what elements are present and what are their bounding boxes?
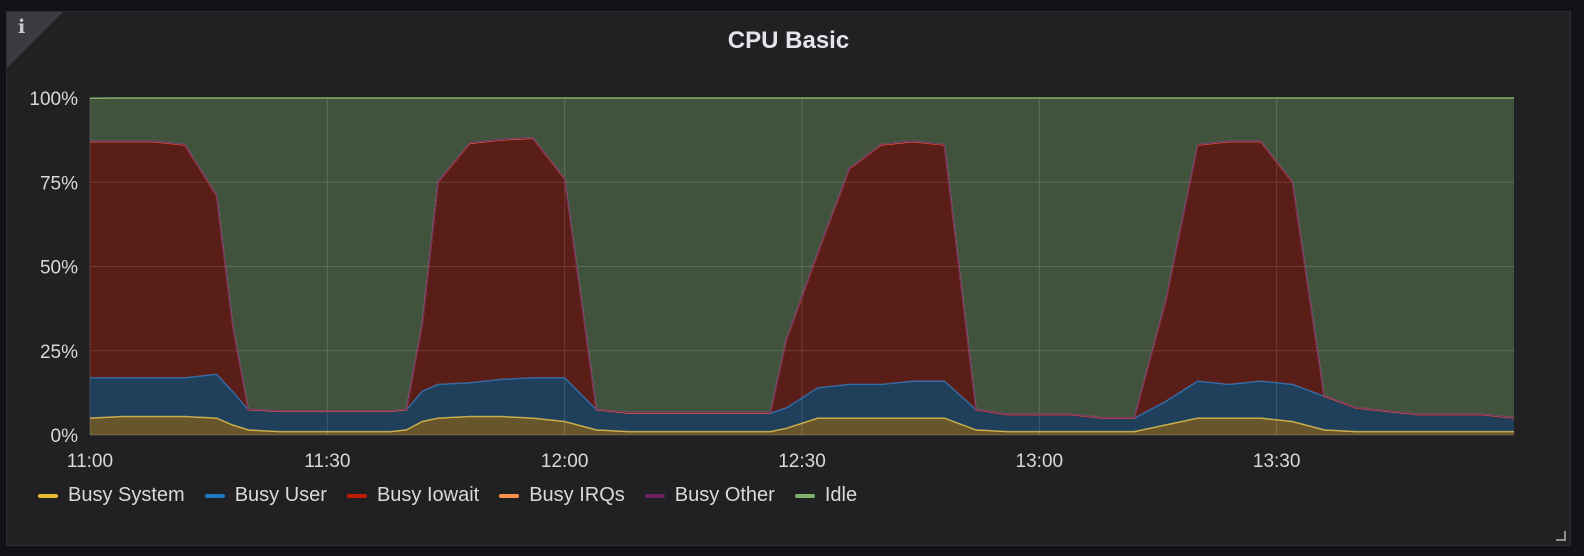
chart-panel: i CPU Basic	[6, 11, 1571, 546]
legend-item-busy-irqs[interactable]: Busy IRQs	[499, 484, 625, 507]
x-tick-label: 12:00	[541, 451, 589, 472]
legend-item-idle[interactable]: Idle	[794, 484, 858, 507]
legend-swatch	[204, 493, 225, 498]
info-corner[interactable]	[7, 12, 63, 68]
legend-swatch	[794, 493, 815, 498]
line-busy-other	[90, 137, 1515, 419]
legend-swatch	[644, 493, 665, 498]
legend-label: Idle	[824, 484, 858, 506]
line-busy-system	[89, 415, 1514, 433]
legend-label: Busy IRQs	[529, 484, 625, 506]
y-tick-label: 75%	[40, 173, 78, 194]
y-tick-label: 0%	[51, 426, 79, 447]
legend-swatch	[346, 493, 367, 498]
legend-label: Busy User	[234, 484, 327, 506]
legend-item-busy-user[interactable]: Busy User	[204, 484, 327, 507]
y-tick-label: 50%	[40, 258, 78, 279]
resize-handle-icon[interactable]	[1556, 531, 1566, 541]
x-tick-label: 11:00	[67, 451, 113, 472]
legend-item-busy-other[interactable]: Busy Other	[644, 484, 775, 507]
x-tick-label: 13:00	[1016, 451, 1064, 472]
legend-label: Busy System	[68, 484, 185, 506]
legend-swatch	[499, 493, 520, 498]
info-icon[interactable]: i	[18, 16, 26, 38]
x-tick-label: 12:30	[778, 451, 826, 472]
area-busy-user	[90, 374, 1514, 432]
x-tick-label: 11:30	[304, 451, 350, 472]
area-idle	[90, 98, 1514, 418]
x-tick-label: 13:30	[1253, 451, 1301, 472]
legend-label: Busy Iowait	[376, 484, 480, 506]
legend: Busy System Busy User Busy Iowait Busy IRQs…	[38, 484, 877, 507]
legend-item-busy-system[interactable]: Busy System	[38, 484, 185, 507]
y-tick-label: 100%	[29, 89, 78, 110]
panel-title[interactable]: CPU Basic	[727, 27, 850, 54]
y-tick-label: 25%	[40, 342, 78, 363]
legend-item-busy-iowait[interactable]: Busy Iowait	[346, 484, 480, 507]
legend-label: Busy Other	[674, 484, 775, 506]
area-busy-system	[90, 416, 1514, 435]
area-busy-iowait	[90, 138, 1514, 419]
legend-swatch	[38, 493, 58, 498]
